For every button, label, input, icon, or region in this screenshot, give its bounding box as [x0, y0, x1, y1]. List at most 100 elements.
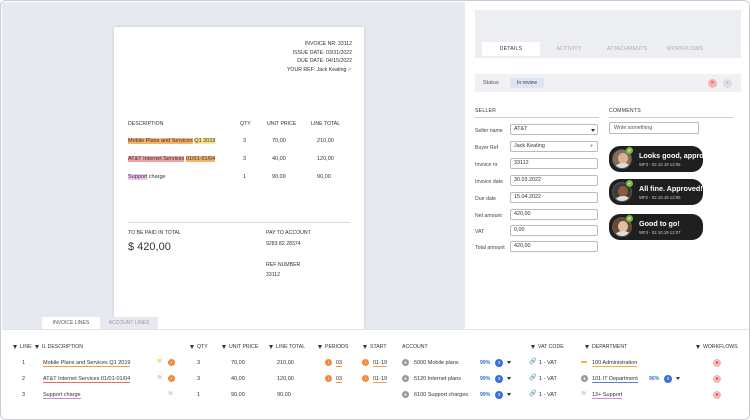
- row-3-line: 3: [22, 392, 26, 398]
- row-1-desc[interactable]: Mobile Plans and Services Q1 2019: [43, 360, 131, 367]
- doc-line-3-desc[interactable]: Support charge: [128, 174, 166, 180]
- doc-line-1-qty: 3: [243, 138, 247, 144]
- filter-icon: [190, 344, 194, 349]
- invoice-nr-field[interactable]: 33112: [510, 158, 598, 169]
- period-icon: !: [325, 375, 332, 382]
- seller-divider: [475, 117, 599, 118]
- seller-name-label: Seller name: [475, 128, 503, 134]
- invoice-header: INVOICE NR: 33112 ISSUE DATE: 03/31/2022…: [287, 40, 352, 74]
- col-line-total[interactable]: LINE TOTAL: [269, 344, 305, 350]
- doc-col-unit-price: UNIT PRICE: [267, 121, 297, 127]
- chevron-down-icon[interactable]: [507, 377, 511, 380]
- col-start[interactable]: START: [363, 344, 387, 350]
- comment-text: Good to go!: [639, 219, 680, 228]
- comment-meta: WF2 - 02.10.19 12:05: [639, 195, 681, 200]
- row-3-account[interactable]: 6100 Support charges: [414, 392, 469, 398]
- row-3-dept[interactable]: 13+ Support: [592, 392, 623, 399]
- row-2-dept[interactable]: 101 IT Department: [592, 376, 638, 383]
- row-2-periods[interactable]: 03: [336, 376, 343, 383]
- avatar: [612, 182, 632, 202]
- check-icon: ✔: [626, 147, 633, 154]
- chevron-down-icon[interactable]: [507, 393, 511, 396]
- comment-bubble: ✔ Good to go! WF3 - 02.10.19 12:07: [609, 214, 703, 240]
- net-amount-field[interactable]: 420,00: [510, 209, 598, 220]
- total-amount-field[interactable]: 420,00: [510, 241, 598, 252]
- net-amount-label: Net amount: [475, 213, 502, 219]
- col-qty[interactable]: QTY: [190, 344, 208, 350]
- period-icon: !: [325, 359, 332, 366]
- col-line[interactable]: LINE: [13, 344, 32, 350]
- tab-account-lines[interactable]: ACCOUNT LINES: [100, 317, 158, 329]
- col-periods[interactable]: PERIODS: [318, 344, 348, 350]
- row-2-start[interactable]: 01-19: [373, 376, 388, 383]
- row-1-unit: 70,00: [231, 360, 245, 366]
- buyer-ref-field[interactable]: Jack Keating ●: [510, 141, 598, 152]
- alert-icon[interactable]: !: [168, 375, 175, 382]
- row-2-account[interactable]: 5120 Internet plans: [414, 376, 462, 382]
- account-icon: ●: [402, 375, 409, 382]
- doc-line-2-qty: 3: [243, 156, 247, 162]
- row-2-dept-count[interactable]: 3: [664, 375, 672, 383]
- tab-activity[interactable]: ACTIVITY: [556, 46, 582, 52]
- wifi-icon[interactable]: ≋: [157, 375, 163, 381]
- chevron-down-icon[interactable]: [507, 361, 511, 364]
- chevron-down-icon[interactable]: [676, 377, 680, 380]
- due-date-field[interactable]: 15.04.2022: [510, 192, 598, 203]
- row-2-workflow-icon[interactable]: ●: [713, 375, 721, 383]
- row-2-vat[interactable]: 1 - VAT: [539, 376, 557, 382]
- row-3-workflow-icon[interactable]: ●: [713, 391, 721, 399]
- doc-col-line-total: LINE TOTAL: [311, 121, 341, 127]
- envelope-icon[interactable]: ✉: [157, 359, 163, 365]
- doc-col-qty: QTY: [240, 121, 251, 127]
- row-1-start[interactable]: 01-19: [373, 360, 388, 367]
- filter-icon: [13, 344, 17, 349]
- doc-line-3-qty: 1: [243, 174, 247, 180]
- alert-icon[interactable]: !: [168, 359, 175, 366]
- start-icon: !: [362, 359, 369, 366]
- tab-attachments[interactable]: ATTACHMENTS: [606, 46, 648, 52]
- status-badge[interactable]: In review: [510, 78, 544, 88]
- row-1-workflow-icon[interactable]: ●: [713, 359, 721, 367]
- wifi-icon[interactable]: ≋: [168, 391, 174, 397]
- filter-icon: [318, 344, 322, 349]
- vat-field[interactable]: 0,00: [510, 225, 598, 236]
- buyer-ref-label: Buyer Ref: [475, 145, 499, 151]
- comment-bubble: ✔ All fine. Approved! WF2 - 02.10.19 12:…: [609, 179, 703, 205]
- pay-to-value: 9283 82 28374: [266, 241, 301, 247]
- comment-input[interactable]: Write something: [609, 122, 699, 134]
- due-date-label: Due date: [475, 196, 497, 202]
- doc-line-1-total: 210,00: [317, 138, 334, 144]
- forward-icon[interactable]: ›: [723, 79, 732, 88]
- row-1-periods[interactable]: 03: [336, 360, 343, 367]
- seller-title: SELLER: [475, 108, 497, 114]
- col-vat-code[interactable]: VAT CODE: [531, 344, 564, 350]
- col-account[interactable]: ACCOUNT: [402, 344, 428, 350]
- row-3-vat[interactable]: 1 - VAT: [539, 392, 557, 398]
- tab-invoice-lines[interactable]: INVOICE LINES: [42, 317, 100, 329]
- invoice-date-field[interactable]: 30.03.2022: [510, 175, 598, 186]
- reject-icon[interactable]: ✕: [708, 79, 717, 88]
- col-description[interactable]: IL DESCRIPTION: [35, 344, 83, 350]
- row-1-dept[interactable]: 100 Administration: [592, 360, 638, 367]
- seller-name-select[interactable]: AT&T: [510, 124, 598, 135]
- comment-meta: WF3 - 02.10.19 12:07: [639, 230, 681, 235]
- row-3-desc[interactable]: Support charge: [43, 392, 81, 399]
- row-2-acc-count[interactable]: 3: [495, 375, 503, 383]
- col-workflows[interactable]: WORKFLOWS: [696, 344, 738, 350]
- row-1-account[interactable]: 5000 Mobile plans: [414, 360, 459, 366]
- due-date: DUE DATE: 04/15/2022: [297, 58, 352, 64]
- row-2-desc[interactable]: AT&T Internet Services 01/01-01/04: [43, 376, 131, 383]
- col-department[interactable]: DEPARTMENT: [585, 344, 627, 350]
- doc-line-2-desc[interactable]: AT&T Internet Services 01/01-01/04: [128, 156, 216, 162]
- tab-details[interactable]: DETAILS: [482, 42, 540, 56]
- row-1-acc-count[interactable]: 3: [495, 359, 503, 367]
- link-icon: 🔗: [529, 375, 537, 381]
- row-3-acc-count[interactable]: 3: [495, 391, 503, 399]
- filter-icon: [269, 344, 273, 349]
- row-3-qty: 1: [197, 392, 201, 398]
- doc-line-1-desc[interactable]: Mobile Plans and Services Q1 2019: [128, 138, 216, 144]
- row-1-vat[interactable]: 1 - VAT: [539, 360, 557, 366]
- col-unit-price[interactable]: UNIT PRICE: [222, 344, 258, 350]
- tab-workflows[interactable]: WORKFLOWS: [666, 46, 704, 52]
